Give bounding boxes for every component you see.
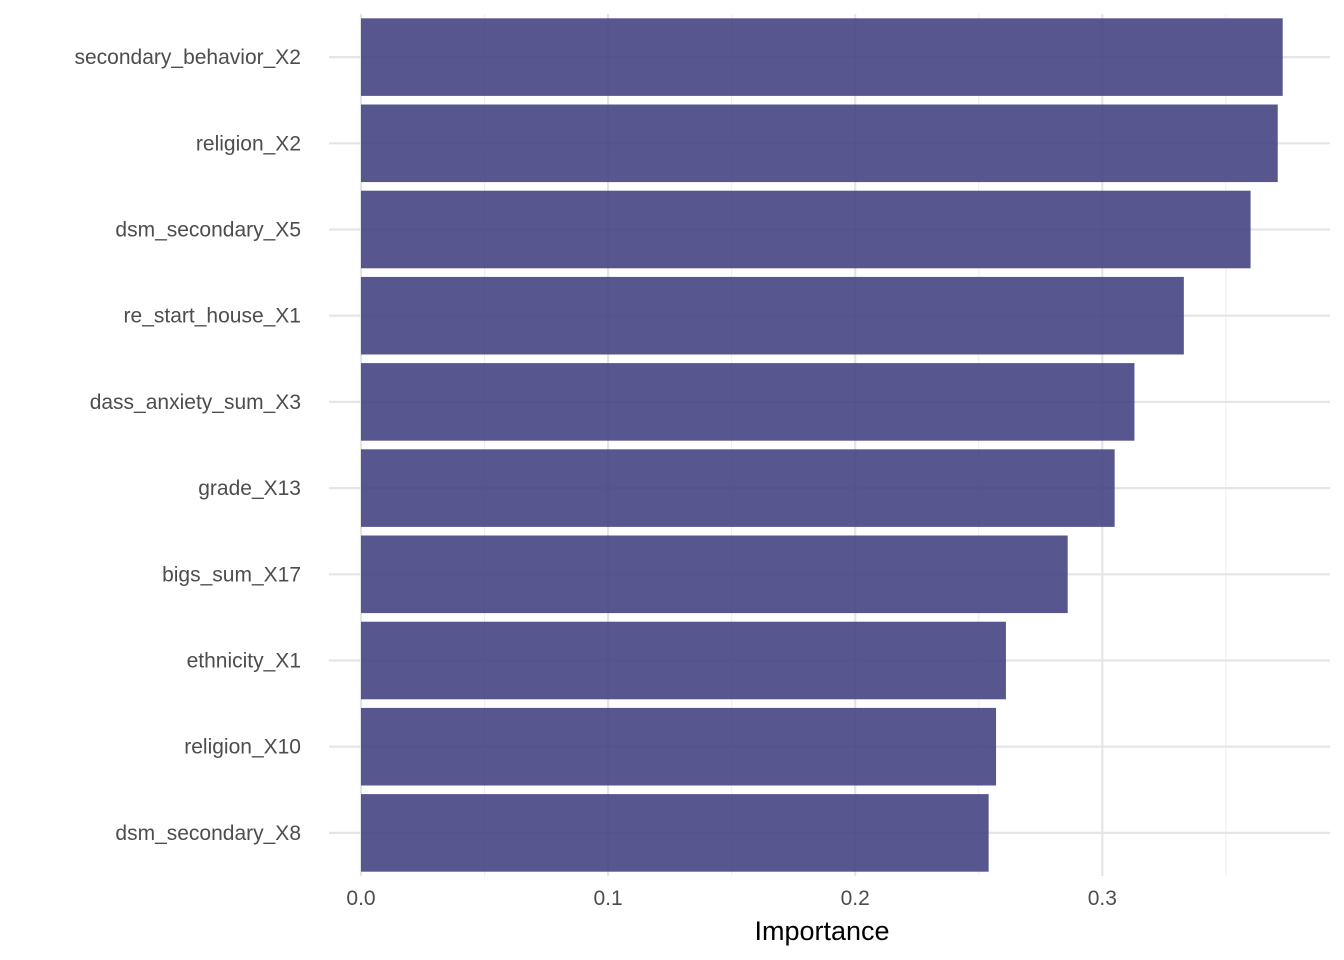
y-tick-label: dsm_secondary_X8 — [115, 822, 301, 845]
bar-dsm_secondary_X5 — [361, 190, 1251, 269]
bar-dsm_secondary_X8 — [361, 794, 989, 872]
x-tick-label: 0.3 — [1088, 887, 1117, 910]
bar-bigs_sum_X17 — [361, 535, 1068, 614]
y-tick-label: re_start_house_X1 — [124, 305, 301, 328]
y-tick-label: dsm_secondary_X5 — [115, 219, 301, 242]
y-tick-label: religion_X2 — [196, 132, 301, 155]
x-axis-labels: 0.0 0.1 0.2 0.3 — [346, 887, 1117, 910]
x-axis-title: Importance — [754, 916, 889, 946]
y-tick-label: dass_anxiety_sum_X3 — [90, 391, 301, 414]
bars — [361, 18, 1283, 872]
y-tick-label: religion_X10 — [184, 736, 301, 759]
x-tick-label: 0.2 — [841, 887, 870, 910]
bar-dass_anxiety_sum_X3 — [361, 363, 1135, 441]
bar-religion_X10 — [361, 707, 997, 786]
x-tick-label: 0.0 — [346, 887, 375, 910]
y-axis-labels: secondary_behavior_X2 religion_X2 dsm_seco… — [75, 46, 302, 845]
bar-secondary_behavior_X2 — [361, 18, 1283, 96]
bar-ethnicity_X1 — [361, 621, 1006, 700]
x-tick-label: 0.1 — [593, 887, 622, 910]
y-tick-label: ethnicity_X1 — [187, 650, 301, 673]
bar-re_start_house_X1 — [361, 276, 1184, 355]
y-tick-label: secondary_behavior_X2 — [75, 46, 302, 69]
y-tick-label: bigs_sum_X17 — [162, 563, 301, 586]
bar-grade_X13 — [361, 449, 1115, 527]
y-tick-label: grade_X13 — [198, 477, 301, 500]
bar-religion_X2 — [361, 104, 1278, 183]
